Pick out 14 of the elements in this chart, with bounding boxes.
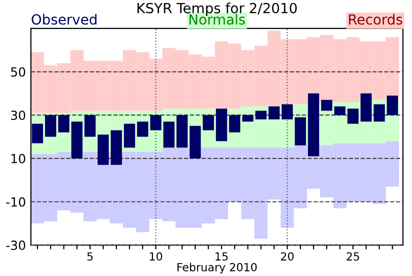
x-tick-label: 15 (216, 252, 228, 261)
x-tick-label: 10 (150, 252, 162, 261)
x-tick-label: 20 (280, 252, 294, 261)
x-tick-label: 5 (87, 252, 93, 261)
y-tick-label: 50 (11, 67, 26, 77)
y-tick-label: 10 (12, 154, 26, 164)
y-tick-label: -10 (6, 197, 26, 207)
text: Observed (32, 14, 96, 25)
text: Normals (190, 14, 245, 25)
x-tick-label: 25 (346, 252, 360, 261)
y-tick-label: -30 (6, 240, 26, 250)
y-tick-label: 30 (11, 110, 26, 120)
x-axis-title: February 2010 (177, 262, 257, 274)
series-label: Records (349, 14, 402, 25)
